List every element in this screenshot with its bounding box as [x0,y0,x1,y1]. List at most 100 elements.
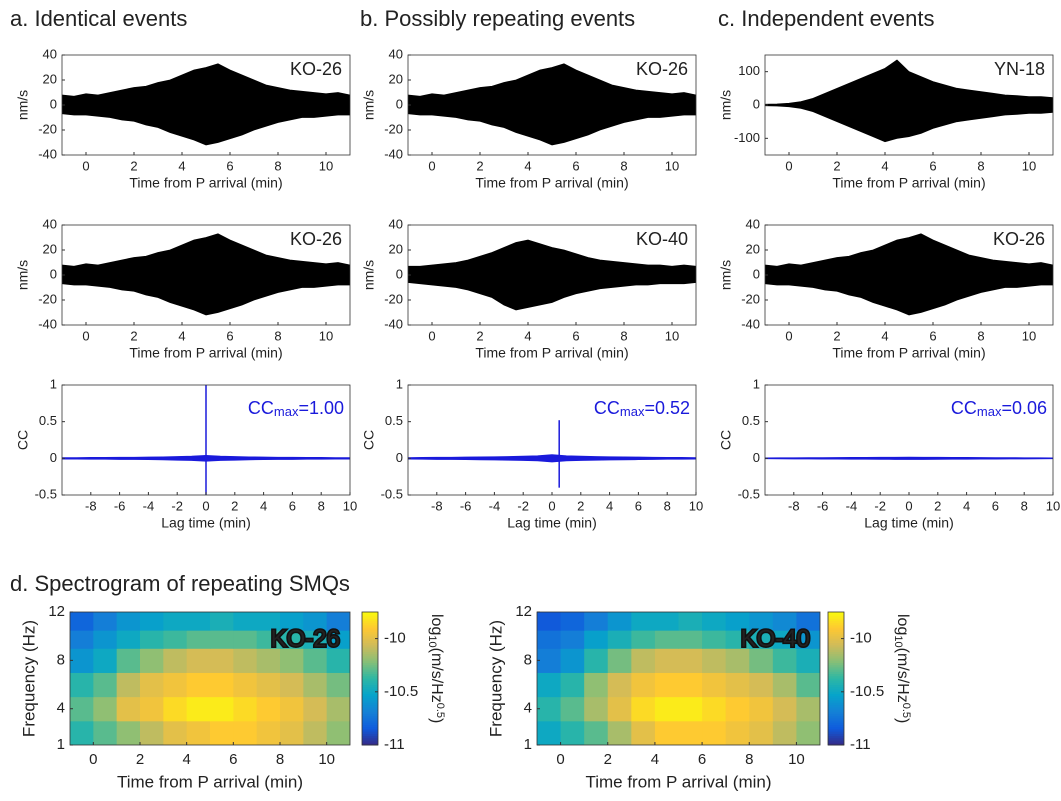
x-tick-label: -6 [114,498,126,513]
x-tick-label: 2 [130,158,137,173]
colorbar-step [362,685,378,688]
y-tick-label: -40 [384,316,403,331]
plot-area [408,63,696,146]
spectrogram-cell [280,672,304,698]
y-tick-label: 12 [515,603,532,620]
colorbar-label-part: log [428,614,445,635]
spectrogram-cell [116,720,141,745]
x-tick-label: 0 [556,751,564,768]
spectrogram-cell [210,720,234,745]
y-tick-label: 8 [57,651,65,668]
spectrogram-cell [560,648,585,673]
spectrogram-cell [140,630,164,649]
plot-area [408,420,696,488]
spectrogram-cell [678,696,703,722]
y-tick-label: 1 [57,736,65,753]
colorbar-step [828,651,844,655]
trace-lower [765,104,1053,143]
cc-max-sub: max [977,404,1002,419]
spectrogram-cell [654,612,679,631]
axes-frame [69,611,351,746]
spectrogram-cell [631,630,656,649]
x-tick-label: 8 [276,751,284,768]
colorbar-step [362,696,378,699]
plot-area [765,456,1053,460]
x-tick-label: 10 [319,158,333,173]
colorbar-step [828,618,844,622]
y-tick-label: 0.5 [742,413,760,428]
spectrogram-cell [186,612,211,631]
spectrogram-cell [233,630,258,649]
spectrogram-cell [560,696,585,722]
x-tick-label: 0 [202,498,209,513]
x-tick-label: -4 [489,498,501,513]
y-tick-label: -20 [38,121,57,136]
x-tick-label: 6 [572,158,579,173]
colorbar-step [362,667,378,671]
x-axis-label: Time from P arrival (min) [832,175,985,191]
y-tick-label: 0 [396,266,403,281]
spectrogram-cell [678,672,703,698]
station-label: YN-18 [994,59,1045,79]
x-tick-label: 8 [1021,498,1028,513]
spectrogram-cell [233,696,258,722]
colorbar-label-part: ) [428,718,445,723]
y-tick-label: 0 [50,96,57,111]
colorbar-step [828,740,844,744]
x-tick-label: 6 [226,158,233,173]
spectrogram-cell [749,630,774,649]
plot-area [408,239,696,311]
x-axis-label: Time from P arrival (min) [475,175,628,191]
x-tick-label: 0 [548,498,555,513]
axes-frame [536,611,821,746]
spectrogram-cell [140,612,164,631]
colorbar-tick-label: -11 [384,736,405,753]
colorbar-step [362,638,378,642]
colorbar-step [828,709,844,713]
x-tick-label: 10 [689,498,703,513]
spectrogram-cell [584,648,609,673]
colorbar-step [362,616,378,620]
plot-area [62,63,350,146]
colorbar-tick-label: -10 [384,630,406,647]
colorbar-step [828,736,844,739]
colorbar-step [362,740,378,744]
spectrogram-cell [631,720,656,745]
spectrogram-cell [678,630,703,649]
spectrogram-cell [186,672,211,698]
y-tick-label: -20 [741,291,760,306]
station-label: KO-26 [290,229,342,249]
x-tick-label: 2 [476,158,483,173]
spectrogram-cell [772,720,797,745]
colorbar-step [828,678,844,682]
spectrogram-cell [93,630,118,649]
y-axis-label: nm/s [15,260,31,290]
x-axis-label: Lag time (min) [161,515,250,531]
spectrogram-cell [537,612,562,631]
spectrogram-cell [725,696,750,722]
spectrogram-cell [256,720,281,745]
spectrogram-cell [186,720,211,745]
colorbar-step [362,713,378,717]
station-label: KO-26 [290,59,342,79]
x-tick-label: 6 [226,328,233,343]
colorbar-step [828,696,844,699]
spectrogram-cell [702,720,727,745]
x-tick-label: 2 [476,328,483,343]
x-tick-label: 10 [665,328,679,343]
y-tick-label: 1 [753,376,760,391]
plot-area [70,612,350,745]
colorbar-step [362,733,378,737]
spectrogram-cell [93,672,118,698]
x-tick-label: 8 [977,158,984,173]
spectrogram-cell [303,720,328,745]
spectrogram-cell [280,648,304,673]
x-tick-label: 0 [82,158,89,173]
colorbar-step [828,645,844,648]
spectrogram-cell [303,612,328,631]
spectrogram-cell [326,612,350,631]
colorbar-step [362,654,378,657]
y-tick-label: -20 [38,291,57,306]
colorbar-step [362,687,378,691]
x-tick-label: 4 [182,751,190,768]
